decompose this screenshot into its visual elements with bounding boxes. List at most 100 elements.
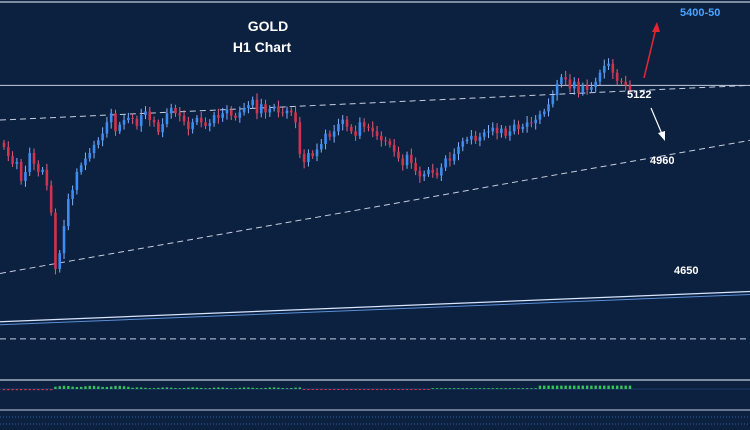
candle-body	[148, 111, 152, 121]
support-4650-shadow-line	[0, 294, 750, 326]
oscillator-bar	[444, 388, 447, 389]
oscillator-bar	[332, 389, 336, 390]
oscillator-bar	[478, 388, 482, 389]
oscillator-bar	[268, 387, 272, 389]
oscillator-bar	[187, 387, 190, 389]
candle-body	[199, 117, 203, 123]
candle-body	[58, 253, 62, 269]
candle-body	[289, 110, 293, 113]
candle-body	[328, 133, 332, 137]
oscillator-bar	[307, 389, 310, 390]
candle-body	[590, 87, 593, 90]
candle-body	[401, 158, 405, 166]
oscillator-bar	[315, 389, 319, 390]
oscillator-bar	[45, 389, 49, 391]
candle-body	[495, 127, 499, 134]
candles	[2, 58, 632, 275]
oscillator-bar	[427, 389, 430, 390]
oscillator-bar	[448, 388, 452, 389]
candle-body	[534, 119, 537, 124]
oscillator-bar	[500, 388, 503, 389]
candle-body	[84, 158, 87, 166]
candle-body	[157, 122, 160, 133]
oscillator-bar	[208, 388, 212, 389]
candle-body	[6, 147, 10, 157]
oscillator-bar	[114, 385, 117, 389]
oscillator-bar	[54, 386, 57, 389]
candle-body	[611, 63, 615, 73]
oscillator-panel	[0, 379, 750, 425]
level-label-4960: 4960	[650, 155, 674, 167]
oscillator-bar	[328, 389, 332, 390]
candle-body	[298, 122, 302, 154]
candle-body	[251, 99, 254, 106]
oscillator-bar	[7, 389, 10, 391]
candle-body	[277, 106, 280, 113]
candle-body	[307, 153, 310, 163]
oscillator-bar	[564, 385, 567, 389]
candle-body	[79, 165, 83, 172]
candle-body	[71, 190, 74, 200]
candle-body	[15, 162, 19, 164]
candle-body	[118, 124, 122, 132]
oscillator-bar	[225, 387, 229, 389]
oscillator-bar	[290, 388, 293, 389]
candle-body	[422, 174, 426, 177]
oscillator-bar	[345, 389, 349, 390]
candle-body	[371, 127, 375, 132]
candle-body	[602, 65, 606, 73]
candle-body	[555, 83, 559, 96]
candle-body	[594, 81, 597, 88]
oscillator-bar	[101, 386, 104, 389]
candle-body	[268, 108, 272, 113]
candle-body	[435, 172, 439, 176]
oscillator-bar	[521, 388, 525, 389]
oscillator-bar	[92, 385, 96, 389]
oscillator-bar	[131, 387, 134, 389]
candle-body	[337, 124, 340, 132]
candle-body	[384, 140, 387, 142]
oscillator-bar	[453, 388, 456, 389]
oscillator-bar	[461, 388, 464, 389]
candle-body	[538, 114, 542, 120]
candle-body	[229, 109, 233, 116]
candle-body	[45, 169, 49, 186]
candle-body	[264, 104, 267, 113]
candle-body	[431, 169, 435, 173]
oscillator-bar	[204, 388, 207, 389]
oscillator-bar	[538, 385, 542, 389]
candle-body	[221, 113, 224, 118]
oscillator-bar	[358, 389, 362, 390]
candle-body	[388, 141, 392, 145]
oscillator-bar	[615, 385, 619, 389]
oscillator-bar	[414, 389, 417, 390]
candle-body	[354, 131, 357, 136]
candle-body	[620, 80, 623, 82]
oscillator-bar	[341, 389, 344, 390]
candle-body	[62, 226, 66, 254]
oscillator-bar	[217, 387, 220, 389]
candle-body	[350, 126, 353, 132]
oscillator-bar	[67, 386, 70, 389]
candle-body	[410, 154, 413, 163]
candle-body	[585, 85, 589, 90]
candle-body	[187, 121, 190, 130]
candle-body	[217, 115, 220, 118]
candle-body	[294, 112, 297, 123]
oscillator-bar	[84, 386, 87, 389]
candle-body	[204, 122, 207, 126]
candle-body	[380, 135, 383, 141]
oscillator-bar	[152, 388, 156, 389]
oscillator-bar	[161, 387, 164, 389]
candle-body	[624, 81, 628, 86]
oscillator-bar	[504, 388, 507, 389]
oscillator-bar	[247, 387, 250, 389]
oscillator-bar	[495, 388, 499, 389]
oscillator-bar	[457, 388, 460, 389]
candle-body	[324, 133, 327, 144]
candle-body	[392, 144, 396, 152]
oscillator-bar	[603, 385, 606, 389]
candle-body	[504, 128, 507, 136]
candle-body	[405, 154, 409, 166]
